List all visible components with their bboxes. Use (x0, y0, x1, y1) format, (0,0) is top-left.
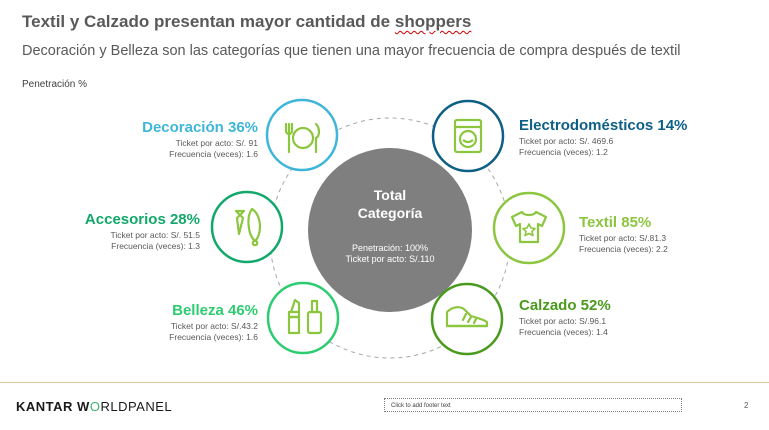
center-circle (308, 148, 472, 312)
washing-machine-icon (453, 118, 483, 154)
tshirt-star-icon (510, 210, 548, 244)
belleza-node (266, 281, 340, 355)
textil-label: Textil 85% Ticket por acto: S/.81.3 Frec… (579, 214, 668, 254)
belleza-label: Belleza 46% Ticket por acto: S/.43.2 Fre… (169, 302, 258, 342)
center-info: Penetración: 100% Ticket por acto: S/.11… (345, 243, 435, 264)
center-title: Total Categoría (357, 187, 423, 221)
tie-necklace-icon (234, 207, 261, 247)
accesorios-node (210, 190, 284, 264)
page-title: Textil y Calzado presentan mayor cantida… (22, 12, 472, 31)
footer-divider (0, 382, 769, 383)
penetration-label: Penetración % (22, 79, 88, 90)
kantar-worldpanel-logo: KANTAR WORLDPANEL (16, 399, 173, 414)
footer-text-placeholder[interactable]: Click to add footer text (384, 398, 682, 412)
fork-knife-plate-icon (284, 122, 321, 154)
decoracion-node (265, 98, 339, 172)
calzado-label: Calzado 52% Ticket por acto: S/.96.1 Fre… (519, 297, 611, 337)
lipstick-nailpolish-icon (287, 298, 323, 335)
electro-node (431, 99, 505, 173)
page-subtitle: Decoración y Belleza son las categorías … (22, 43, 681, 59)
decoracion-label: Decoración 36% Ticket por acto: S/. 91 F… (142, 119, 258, 159)
accesorios-label: Accesorios 28% Ticket por acto: S/. 51.5… (84, 211, 200, 251)
textil-node (492, 191, 566, 265)
sneaker-icon (445, 306, 489, 328)
electro-label: Electrodomésticos 14% Ticket por acto: S… (519, 117, 688, 157)
calzado-node (430, 282, 504, 356)
page-number: 2 (744, 401, 749, 410)
